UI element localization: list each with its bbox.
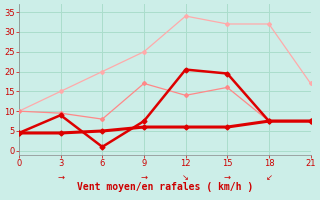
Text: →: → <box>57 173 64 182</box>
Text: →: → <box>140 173 148 182</box>
Text: →: → <box>224 173 231 182</box>
Text: ↙: ↙ <box>265 173 272 182</box>
X-axis label: Vent moyen/en rafales ( km/h ): Vent moyen/en rafales ( km/h ) <box>77 182 253 192</box>
Text: ↘: ↘ <box>182 173 189 182</box>
